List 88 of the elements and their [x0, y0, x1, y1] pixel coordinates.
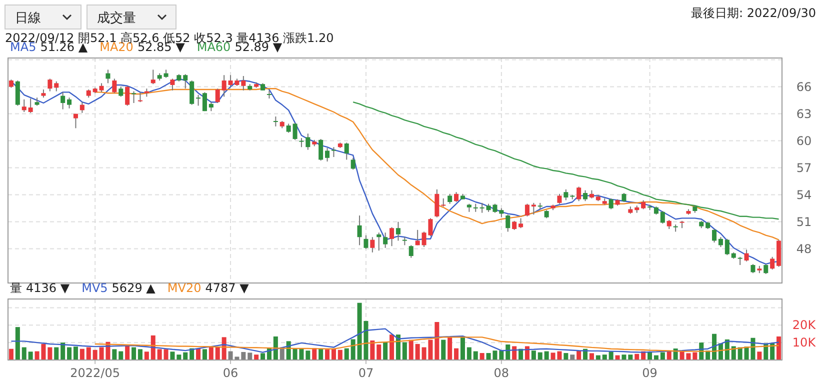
bar: [202, 349, 207, 360]
bar: [86, 347, 91, 360]
bar: [15, 327, 20, 360]
bar: [589, 353, 594, 360]
x-tick-label: 09: [642, 366, 658, 380]
bar: [441, 340, 446, 360]
y-tick-label: 54: [796, 188, 812, 202]
legend: 量 4136 ▼ MV5 5629 ▲ MV20 4787 ▼: [10, 281, 249, 295]
bar: [402, 342, 407, 360]
bar: [183, 352, 188, 360]
bar: [531, 350, 536, 360]
bar: [460, 336, 465, 360]
bar: [757, 352, 762, 360]
y-tick-label: 57: [796, 160, 812, 175]
bar: [60, 342, 66, 360]
bar: [602, 354, 607, 360]
bar: [776, 336, 782, 360]
y-tick-label: 48: [796, 242, 812, 256]
bar: [448, 336, 452, 360]
bar: [67, 347, 72, 360]
bar: [628, 354, 633, 360]
y-tick-label: 10K: [792, 336, 817, 350]
bar: [73, 346, 78, 360]
bar: [48, 347, 52, 360]
control: 日線: [4, 4, 82, 30]
x-tick-label: 08: [494, 366, 510, 380]
bar: [132, 347, 136, 360]
bar: [570, 354, 575, 360]
x-tick-label: 2022/05: [70, 366, 120, 380]
bar: [473, 351, 478, 360]
control: 成交量: [86, 4, 176, 30]
bar: [254, 354, 259, 360]
bar: [170, 352, 175, 360]
bar: [28, 352, 33, 360]
bar: [480, 353, 484, 360]
bar: [434, 322, 440, 360]
bar: [164, 349, 168, 360]
bar: [466, 347, 472, 360]
bar: [125, 346, 130, 360]
bar: [344, 348, 349, 360]
bar: [241, 352, 246, 360]
y-tick-label: 51: [796, 214, 812, 229]
bar: [325, 350, 330, 360]
y-tick-label: 66: [796, 80, 812, 94]
bar: [512, 346, 517, 360]
bar: [390, 334, 394, 360]
bar: [538, 352, 542, 360]
bar: [80, 348, 84, 360]
bar: [660, 352, 665, 360]
y-tick-label: 63: [796, 106, 812, 121]
x-tick-label: 06: [222, 366, 238, 380]
chart-title: 最後日期: 2022/09/30: [690, 6, 816, 20]
bar: [248, 352, 252, 360]
bar: [54, 347, 59, 360]
bar: [8, 348, 14, 360]
bar: [576, 350, 582, 360]
bar: [350, 339, 356, 360]
bar: [92, 350, 98, 360]
bar: [376, 344, 382, 360]
bar: [157, 349, 162, 360]
bar: [318, 348, 324, 360]
bar: [499, 350, 504, 360]
bar: [415, 344, 420, 360]
bar: [648, 352, 652, 360]
bar: [260, 353, 266, 360]
bar: [564, 353, 568, 360]
bar: [338, 350, 342, 360]
bar: [383, 342, 388, 360]
x-tick-label: 07: [358, 366, 374, 380]
bar: [692, 352, 698, 360]
bar: [524, 346, 530, 360]
bar: [138, 349, 142, 360]
bar: [118, 351, 124, 360]
bar: [408, 340, 414, 360]
bar: [144, 352, 149, 360]
bar: [370, 340, 375, 360]
bar: [454, 348, 459, 360]
bar: [112, 349, 117, 360]
y-tick-label: 20K: [792, 318, 817, 332]
bar: [666, 351, 672, 360]
bar: [208, 346, 214, 360]
bar: [634, 354, 640, 360]
y-tick-label: 60: [796, 134, 812, 148]
bar: [176, 354, 182, 360]
bar: [306, 350, 310, 360]
bar: [622, 354, 626, 360]
bar: [544, 351, 549, 360]
bar: [22, 347, 26, 360]
